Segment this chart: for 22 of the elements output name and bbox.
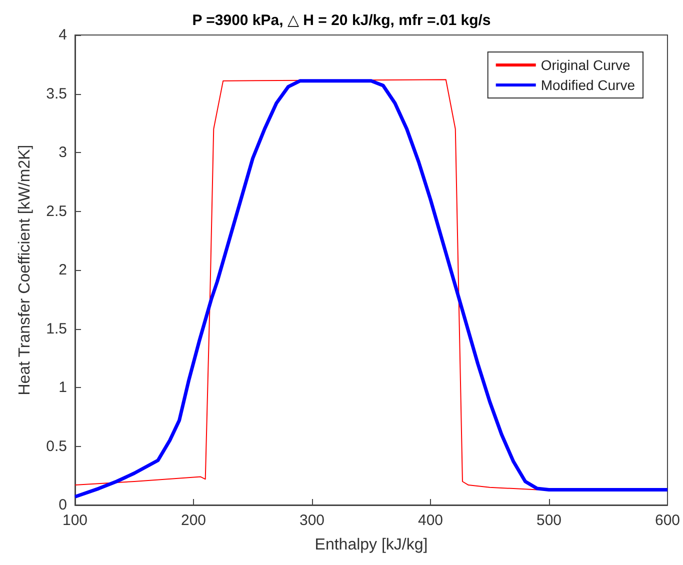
y-tick-label: 2.5 [46,202,67,220]
y-tick-label: 0.5 [46,438,67,455]
x-tick-label: 100 [62,512,88,529]
legend-label: Modified Curve [540,77,636,93]
y-tick-label: 2 [58,262,67,278]
x-axis-title: Enthalpy [kJ/kg] [314,536,428,554]
chart-title: P =3900 kPa, △ H = 20 kJ/kg, mfr =.01 kg/s [192,12,491,29]
x-tick-label: 500 [536,512,562,529]
line-series [74,79,538,490]
x-tick-label: 200 [180,512,206,529]
y-axis-title: Heat Transfer Coefficient [kW/m2K] [16,144,34,396]
y-tick-label: 4 [58,26,67,44]
legend-label: Original Curve [540,57,631,73]
x-tick-label: 300 [299,512,325,529]
y-tick-label: 1.5 [46,320,67,338]
x-tick-label: 400 [418,512,444,529]
y-tick-label: 0 [58,496,67,514]
line-series [73,79,670,499]
y-tick-label: 1 [58,379,67,396]
x-tick-label: 600 [654,512,680,529]
y-tick-label: 3 [58,144,67,161]
y-tick-label: 3.5 [46,85,67,102]
